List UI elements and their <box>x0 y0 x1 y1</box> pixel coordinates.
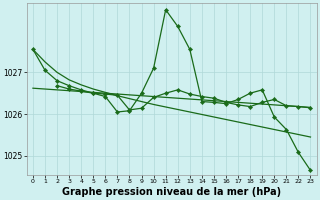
X-axis label: Graphe pression niveau de la mer (hPa): Graphe pression niveau de la mer (hPa) <box>62 187 281 197</box>
